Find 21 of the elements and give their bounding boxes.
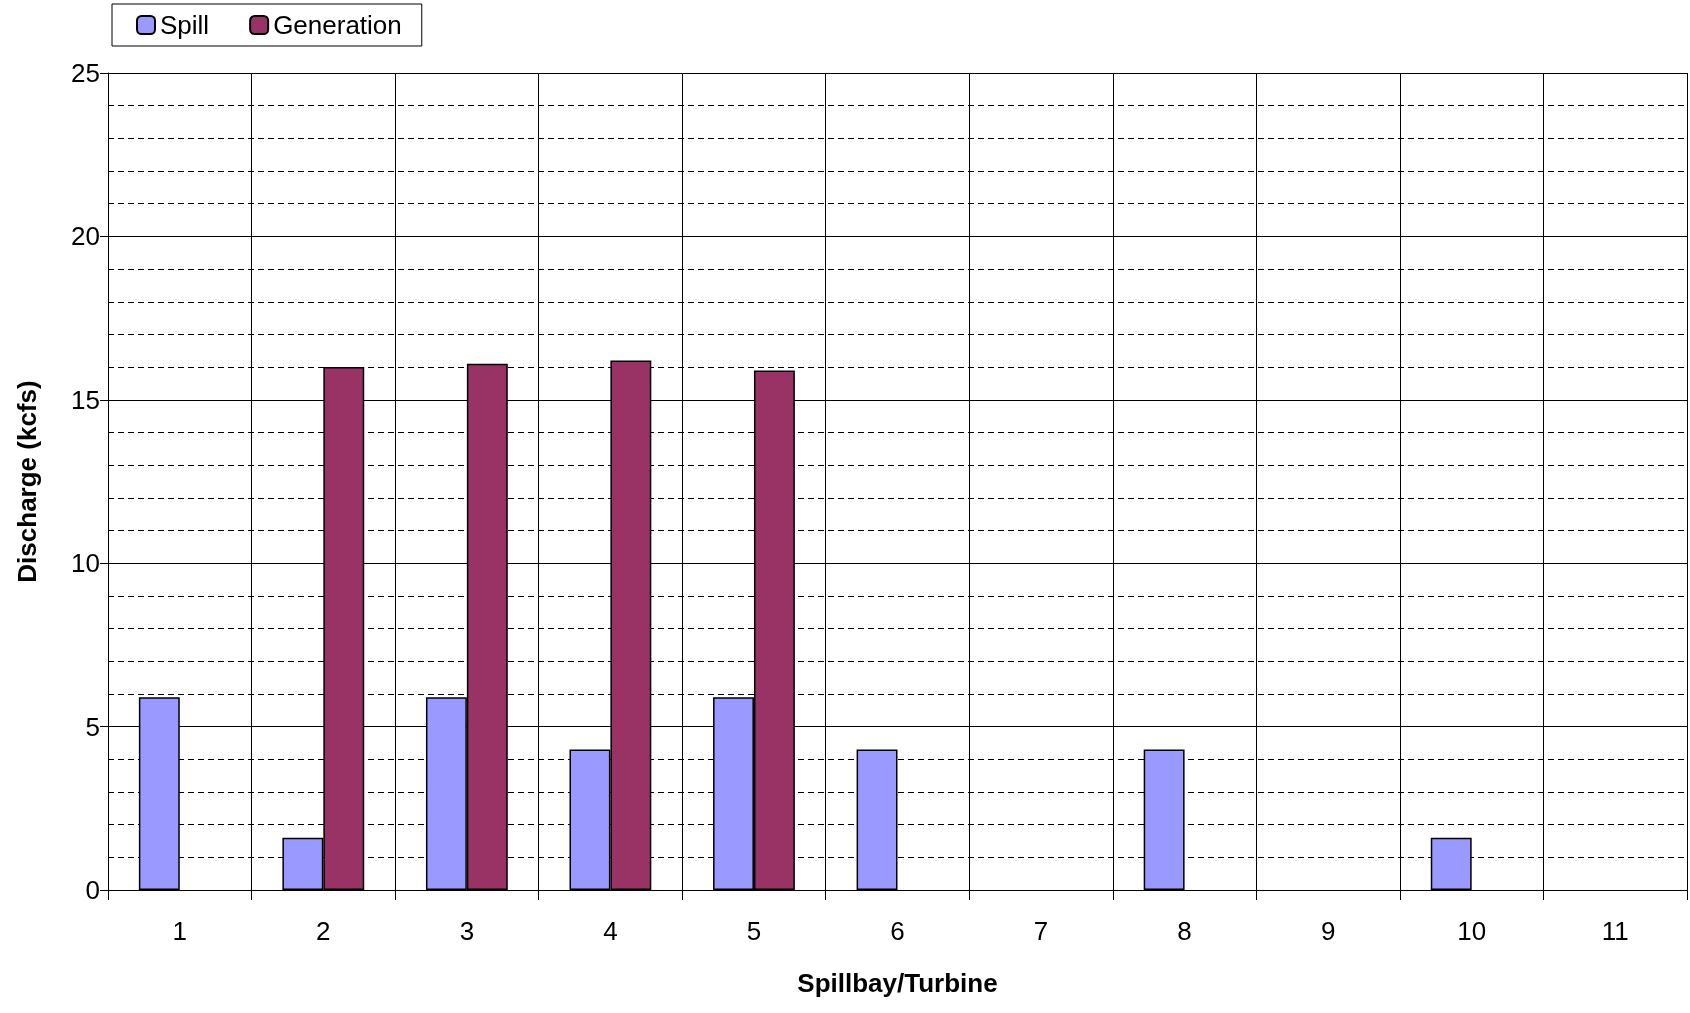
- x-tick-label: 3: [459, 916, 475, 946]
- x-tick-label: 7: [1033, 916, 1049, 946]
- x-tick-label: 6: [890, 916, 905, 946]
- y-tick-label: 5: [85, 711, 100, 742]
- x-tick-label: 4: [603, 916, 618, 946]
- x-tick-label: 2: [316, 916, 331, 946]
- y-axis-title: Discharge (kcfs): [12, 380, 42, 583]
- x-tick-label: 8: [1177, 916, 1192, 946]
- legend-label: Spill: [160, 10, 210, 40]
- legend-label: Generation: [273, 10, 402, 40]
- y-tick-label: 15: [71, 384, 100, 415]
- x-tick-label: 11: [1601, 916, 1629, 946]
- y-tick-label: 25: [71, 58, 100, 88]
- x-tick-label: 9: [1320, 916, 1336, 946]
- x-tick-label: 10: [1457, 916, 1487, 946]
- x-tick-label: 1: [172, 916, 188, 946]
- y-tick-label: 10: [71, 548, 100, 579]
- y-tick-label: 0: [85, 875, 100, 905]
- x-axis-title: Spillbay/Turbine: [797, 968, 998, 998]
- y-tick-label: 20: [71, 221, 100, 252]
- x-tick-label: 5: [746, 916, 762, 946]
